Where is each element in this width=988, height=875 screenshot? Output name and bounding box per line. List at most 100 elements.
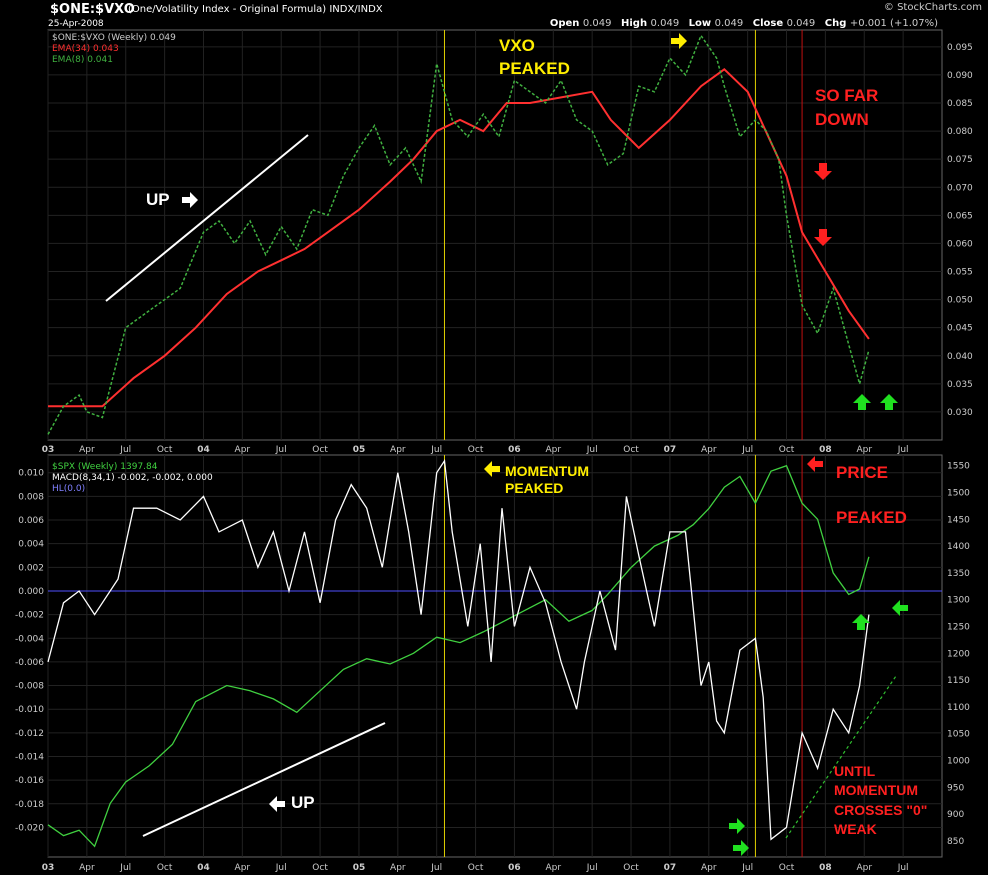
x-tick-label: Apr [235,863,251,873]
arrow-down-icon [814,229,832,246]
x-tick-label: Apr [546,445,562,455]
y-tick-label: 0.030 [947,408,973,418]
chart-symbol: $ONE:$VXO [50,2,135,17]
annotation-vxo: VXO [499,36,535,55]
x-tick-label: Jul [586,445,598,455]
arrow-up-icon [852,614,870,630]
open-label: Open [549,18,580,29]
ema8-line [47,34,870,435]
y-tick-label-left: -0.016 [15,776,44,786]
legend-ema34: EMA(34) 0.043 [52,44,119,54]
annotation-vxo-peaked: PEAKED [499,59,570,78]
trend-line-bottom [142,722,386,837]
x-tick-label: Jul [119,863,131,873]
legend-spx: $SPX (Weekly) 1397.84 [52,462,158,472]
x-tick-label: 05 [353,445,366,455]
x-tick-label: Apr [701,445,717,455]
x-tick-label: Apr [79,445,95,455]
y-tick-label: 0.040 [947,352,973,362]
y-tick-label-left: -0.002 [15,611,44,621]
y-tick-label-right: 1250 [947,623,970,633]
chg-label: Chg [824,18,847,29]
x-tick-label: Oct [623,445,639,455]
x-tick-label: 05 [353,863,366,873]
y-tick-label-right: 1050 [947,730,970,740]
legend-vxo: $ONE:$VXO (Weekly) 0.049 [52,33,176,43]
y-tick-label: 0.060 [947,239,973,249]
x-tick-label: 07 [664,445,677,455]
y-tick-label-right: 1450 [947,515,970,525]
x-tick-label: 07 [664,863,677,873]
arrow-right-icon [729,818,745,834]
y-tick-label-right: 1400 [947,542,970,552]
chart-date: 25-Apr-2008 [48,19,104,29]
top-panel-frame [47,29,943,441]
annotation-until-momentum: MOMENTUM [834,782,918,798]
annotation-until-crosses: CROSSES "0" [834,802,927,818]
x-tick-label: Apr [79,863,95,873]
x-tick-label: Apr [701,863,717,873]
arrow-left-icon [269,796,285,812]
close-value: 0.049 [786,18,816,29]
y-tick-label: 0.090 [947,71,973,81]
arrow-up-icon [853,394,871,410]
legend-ema8: EMA(8) 0.041 [52,55,113,65]
x-tick-label: 03 [42,863,55,873]
arrow-up-icon [880,394,898,410]
x-tick-label: 06 [508,863,521,873]
high-label: High [620,18,648,29]
y-tick-label-left: -0.008 [15,682,44,692]
y-tick-label-left: -0.012 [15,729,44,739]
x-tick-label: Oct [157,445,173,455]
annotation-momentum-peaked: PEAKED [505,480,563,496]
chg-value: +0.001 (+1.07%) [849,18,938,29]
y-tick-label: 0.065 [947,211,973,221]
y-tick-label-left: 0.010 [18,469,44,479]
y-tick-label-left: 0.006 [18,516,44,526]
low-label: Low [688,18,712,29]
x-tick-label: Jul [275,863,287,873]
y-tick-label-right: 1550 [947,462,970,472]
x-tick-label: Oct [468,863,484,873]
chart-name: (One/Volatility Index - Original Formula… [128,4,383,15]
y-tick-label-left: -0.006 [15,658,44,668]
arrow-down-icon [814,163,832,180]
x-tick-label: Jul [741,863,753,873]
x-tick-label: Apr [856,445,872,455]
x-tick-label: Jul [897,445,909,455]
annotation-up-bottom: UP [291,793,315,812]
ema34-line [48,67,870,408]
y-tick-label-right: 850 [947,837,964,847]
y-tick-label-right: 1500 [947,489,970,499]
legend-hl: HL(0.0) [52,484,85,494]
x-tick-label: Jul [275,445,287,455]
x-tick-label: Apr [390,445,406,455]
y-tick-label-left: 0.002 [18,563,44,573]
x-tick-label: 04 [197,863,210,873]
y-tick-label-right: 1350 [947,569,970,579]
y-tick-label: 0.095 [947,43,973,53]
annotation-until-weak: WEAK [834,821,877,837]
x-tick-label: Oct [157,863,173,873]
momentum-trend-line [785,675,897,839]
x-tick-label: Jul [430,863,442,873]
stockcharts-logo[interactable]: © StockCharts.com [883,2,982,13]
x-tick-label: Apr [390,863,406,873]
y-tick-label-left: -0.004 [15,634,44,644]
annotation-until: UNTIL [834,763,876,779]
y-tick-label-left: 0.000 [18,587,44,597]
y-tick-label: 0.070 [947,183,973,193]
x-tick-label: 04 [197,445,210,455]
x-tick-label: Apr [856,863,872,873]
x-tick-label: Oct [312,863,328,873]
y-tick-label: 0.050 [947,296,973,306]
annotation-peaked: PEAKED [836,508,907,527]
y-tick-label: 0.085 [947,99,973,109]
annotation-so-far: SO FAR [815,86,878,105]
y-tick-label-right: 1300 [947,596,970,606]
y-tick-label: 0.035 [947,380,973,390]
x-tick-label: Apr [235,445,251,455]
y-tick-label-left: 0.004 [18,540,44,550]
x-tick-label: Oct [779,863,795,873]
